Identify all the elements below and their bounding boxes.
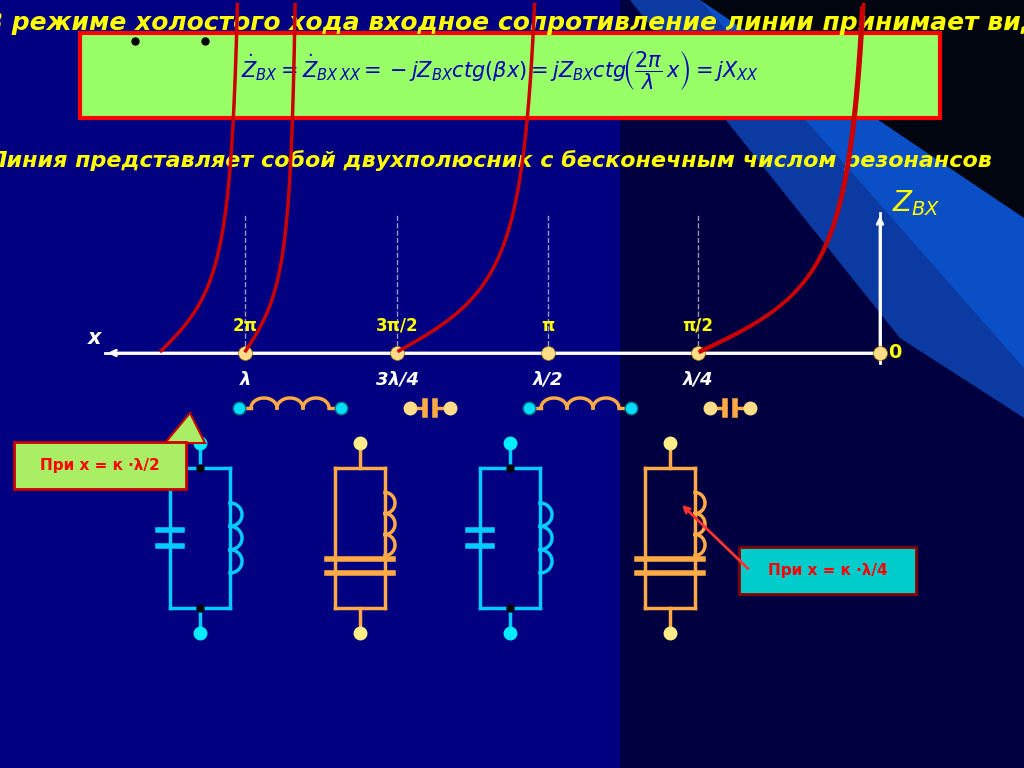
Text: Линия представляет собой двухполюсник с бесконечным числом резонансов: Линия представляет собой двухполюсник с … xyxy=(0,151,992,171)
Polygon shape xyxy=(620,0,1024,768)
Text: x: x xyxy=(88,328,101,348)
Text: $\dot{Z}_{BX} = \dot{Z}_{BX\,XX} = -jZ_{BX}ctg(\beta x) = jZ_{BX}ctg\!\left(\dfr: $\dot{Z}_{BX} = \dot{Z}_{BX\,XX} = -jZ_{… xyxy=(241,49,759,92)
Text: λ: λ xyxy=(240,371,251,389)
Text: λ/4: λ/4 xyxy=(683,371,714,389)
Polygon shape xyxy=(750,0,1024,168)
Text: При x = к ·λ/4: При x = к ·λ/4 xyxy=(768,563,888,578)
Text: При x = к ·λ/2: При x = к ·λ/2 xyxy=(40,458,160,473)
Text: 2π: 2π xyxy=(232,317,257,335)
Polygon shape xyxy=(700,0,1024,368)
FancyBboxPatch shape xyxy=(739,547,916,594)
Text: 3π/2: 3π/2 xyxy=(376,317,419,335)
Polygon shape xyxy=(630,0,1024,418)
Polygon shape xyxy=(800,0,1024,218)
Text: В режиме холостого хода входное сопротивление линии принимает вид: В режиме холостого хода входное сопротив… xyxy=(0,11,1024,35)
Text: λ/2: λ/2 xyxy=(532,371,563,389)
FancyBboxPatch shape xyxy=(14,442,186,489)
Polygon shape xyxy=(165,413,205,443)
Text: $Z_{BX}$: $Z_{BX}$ xyxy=(892,188,941,218)
Polygon shape xyxy=(700,0,1024,218)
Text: 0: 0 xyxy=(888,343,901,362)
Text: π: π xyxy=(542,317,555,335)
Text: π/2: π/2 xyxy=(683,317,714,335)
Polygon shape xyxy=(900,0,1024,118)
Text: 3λ/4: 3λ/4 xyxy=(376,371,419,389)
FancyBboxPatch shape xyxy=(80,33,940,118)
